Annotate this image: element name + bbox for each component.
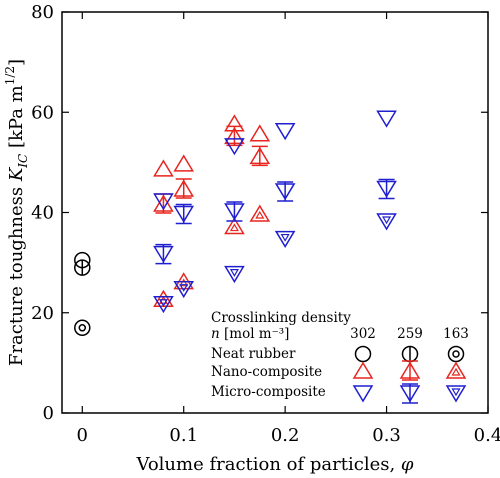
micro-composite-point: [376, 110, 397, 128]
marker-inner: [229, 223, 239, 232]
marker-shape: [224, 217, 245, 235]
marker-inner: [382, 216, 392, 225]
marker-inner: [451, 388, 461, 397]
y-axis-label: Fracture toughness KIC [kPa m1/2]: [3, 59, 30, 366]
legend-marker: [354, 345, 372, 363]
y-tick-label: 80: [31, 2, 54, 23]
data-points: [74, 110, 397, 337]
marker-shape: [153, 289, 174, 307]
marker-shape: [445, 361, 467, 379]
micro-composite-point: [153, 295, 174, 314]
marker-shape: [376, 110, 397, 128]
marker-inner: [158, 299, 168, 307]
x-axis-label: Volume fraction of particles, φ: [135, 454, 413, 475]
marker-inner: [179, 278, 189, 287]
micro-composite-point: [274, 181, 296, 202]
marker-shape: [274, 230, 296, 249]
legend-marker: [401, 345, 419, 363]
marker-inner: [452, 350, 460, 358]
micro-composite-point: [153, 193, 174, 211]
legend-density-heading: n [mol m⁻³]: [211, 326, 289, 342]
x-tick-label: 0.2: [271, 425, 300, 446]
marker-inner: [451, 367, 461, 376]
marker-shape: [173, 280, 195, 299]
tick-labels: 0 0.1 0.2 0.3 0.4 0 20 40 60 80: [31, 2, 500, 446]
legend-marker: [352, 361, 374, 379]
micro-composite-point: [274, 230, 296, 249]
legend-marker: [447, 345, 465, 363]
y-tick-label: 60: [31, 102, 54, 123]
legend-row-label: Neat rubber: [211, 346, 296, 362]
x-tick-label: 0.1: [169, 425, 198, 446]
marker-shape: [352, 385, 374, 403]
micro-composite-point: [376, 213, 397, 231]
legend-row-label: Micro-composite: [211, 384, 326, 400]
marker-shape: [249, 204, 271, 222]
y-tick-label: 20: [31, 303, 54, 324]
marker-shape: [376, 213, 397, 231]
legend-marker: [445, 385, 467, 403]
marker-shape: [447, 345, 465, 363]
neat-rubber-point: [74, 319, 91, 337]
marker-shape: [224, 265, 245, 284]
axis-ticks: [62, 11, 489, 414]
marker-shape: [249, 124, 271, 142]
marker-shape: [153, 193, 174, 211]
legend-title: Crosslinking density: [211, 310, 351, 326]
micro-composite-point: [173, 280, 195, 299]
x-tick-label: 0.4: [474, 425, 500, 446]
micro-composite-point: [224, 138, 245, 156]
x-tick-label: 0: [77, 425, 88, 446]
marker-shape: [224, 138, 245, 156]
legend-density-163: 163: [443, 326, 469, 342]
marker-inner: [229, 269, 239, 277]
nano-composite-point: [173, 154, 195, 172]
marker-shape: [274, 123, 296, 141]
nano-composite-point: [224, 217, 245, 235]
legend-row-label: Nano-composite: [211, 364, 322, 380]
y-tick-label: 0: [43, 403, 54, 424]
marker-inner: [280, 233, 290, 242]
micro-composite-point: [376, 178, 397, 200]
micro-composite-point: [173, 203, 195, 225]
marker-shape: [445, 385, 467, 403]
nano-composite-point: [153, 289, 174, 307]
legend: Crosslinking density n [mol m⁻³] 302 259 1…: [211, 310, 469, 404]
micro-composite-point: [224, 265, 245, 284]
nano-composite-point: [249, 145, 271, 167]
nano-composite-point: [173, 178, 195, 199]
nano-composite-point: [153, 159, 174, 177]
nano-composite-point: [249, 204, 271, 222]
marker-shape: [153, 159, 174, 177]
marker-inner: [78, 324, 87, 332]
legend-marker: [352, 385, 374, 403]
marker-inner: [255, 210, 265, 219]
legend-density-302: 302: [350, 326, 376, 342]
legend-density-259: 259: [397, 326, 423, 342]
x-tick-label: 0.3: [372, 425, 401, 446]
neat-rubber-point: [74, 259, 91, 276]
micro-composite-point: [224, 201, 245, 222]
marker-inner: [179, 284, 189, 292]
legend-marker: [399, 360, 421, 381]
micro-composite-point: [274, 123, 296, 141]
y-tick-label: 40: [31, 203, 54, 224]
legend-marker: [445, 361, 467, 379]
marker-shape: [74, 319, 91, 337]
nano-composite-point: [249, 124, 271, 142]
marker-shape: [352, 361, 374, 379]
micro-composite-point: [153, 243, 174, 265]
marker-shape: [173, 154, 195, 172]
legend-marker: [399, 383, 421, 404]
marker-shape: [153, 295, 174, 314]
marker-shape: [354, 345, 372, 363]
